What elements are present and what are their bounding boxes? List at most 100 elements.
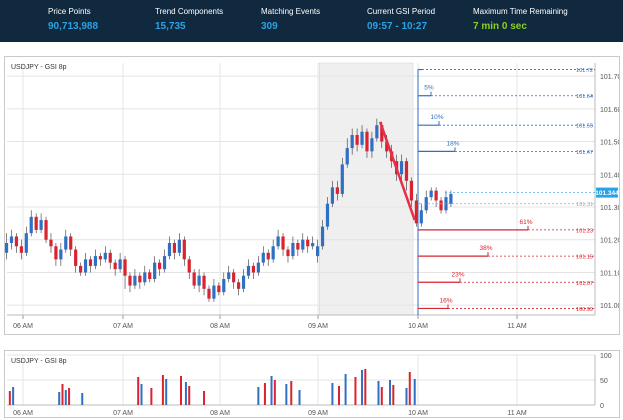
candle-down bbox=[237, 282, 241, 289]
candle-down bbox=[232, 272, 236, 283]
candle-down bbox=[409, 180, 414, 201]
candle-down bbox=[296, 243, 300, 250]
candle-up bbox=[316, 246, 320, 257]
candle-up bbox=[291, 243, 295, 257]
y-tick-label: 0 bbox=[600, 403, 604, 410]
volume-bar bbox=[161, 375, 164, 405]
candle-up bbox=[143, 272, 147, 283]
down-level-price: 101.15 bbox=[576, 255, 593, 261]
candle-up bbox=[276, 236, 280, 247]
stat-value: 309 bbox=[261, 21, 278, 32]
y-tick-label: 101.60 bbox=[600, 107, 619, 114]
stat-label: Matching Events bbox=[261, 7, 321, 16]
candle-down bbox=[108, 252, 112, 263]
candle-down bbox=[404, 161, 409, 181]
candle-down bbox=[217, 285, 221, 293]
volume-bar bbox=[12, 387, 15, 405]
volume-bar bbox=[8, 391, 11, 405]
volume-bar bbox=[285, 384, 288, 405]
stat-label: Trend Components bbox=[155, 7, 224, 16]
candle-up bbox=[5, 243, 9, 253]
candle-down bbox=[34, 216, 38, 230]
candle-up bbox=[39, 220, 43, 230]
candle-up bbox=[256, 262, 260, 273]
candle-up bbox=[222, 279, 226, 293]
x-tick-label: 10 AM bbox=[408, 323, 428, 330]
x-tick-label: 08 AM bbox=[210, 323, 230, 330]
stat-matching-events: Matching Events 309 bbox=[261, 7, 320, 34]
candle-up bbox=[9, 236, 14, 243]
stat-current-gsi-period: Current GSI Period 09:57 - 10:27 bbox=[367, 7, 435, 34]
candle-down bbox=[69, 236, 73, 250]
volume-bar bbox=[165, 379, 168, 405]
volume-bar bbox=[81, 393, 84, 405]
candle-down bbox=[385, 141, 389, 152]
candle-down bbox=[306, 239, 310, 247]
stat-label: Price Points bbox=[48, 7, 91, 16]
gsi-bar-chart[interactable]: 0 50 100 USDJPY - GSI 8p 06 AM 07 AM 08 AM 09 A… bbox=[5, 351, 619, 417]
volume-bar bbox=[331, 383, 334, 405]
current-price-label: 101.344 bbox=[595, 190, 619, 197]
price-chart[interactable]: 101.00 101.10 101.20 101.30 101.40 101.50 101.… bbox=[5, 57, 619, 334]
candle-up bbox=[24, 233, 28, 253]
candle-up bbox=[429, 190, 433, 198]
candle-down bbox=[335, 187, 339, 194]
candle-up bbox=[93, 256, 98, 266]
y-tick-label: 101.70 bbox=[600, 74, 619, 81]
gsi-window-shade bbox=[319, 62, 414, 316]
volume-bar bbox=[354, 377, 357, 405]
price-chart-panel[interactable]: 101.00 101.10 101.20 101.30 101.40 101.50 101.… bbox=[4, 56, 620, 335]
stats-header: Price Points 90,713,988 Trend Components… bbox=[0, 0, 623, 42]
candle-up bbox=[301, 239, 305, 250]
candle-down bbox=[79, 265, 83, 273]
x-tick-label: 11 AM bbox=[507, 410, 526, 417]
volume-bar bbox=[338, 386, 340, 405]
volume-bar bbox=[377, 381, 380, 405]
candle-up bbox=[212, 285, 216, 299]
candle-down bbox=[74, 249, 78, 266]
y-tick-label: 101.50 bbox=[600, 140, 619, 147]
volume-bar bbox=[392, 385, 395, 405]
down-level-price: 101.07 bbox=[576, 281, 593, 287]
candle-down bbox=[281, 236, 285, 250]
candle-up bbox=[261, 252, 265, 263]
candle-down bbox=[113, 262, 117, 270]
candle-down bbox=[202, 275, 206, 289]
volume-bar bbox=[380, 387, 383, 405]
stat-value: 09:57 - 10:27 bbox=[367, 21, 428, 32]
volume-chart-panel[interactable]: 0 50 100 USDJPY - GSI 8p 06 AM 07 AM 08 AM 09 A… bbox=[4, 350, 620, 418]
volume-bar bbox=[137, 377, 140, 405]
candle-down bbox=[365, 131, 369, 152]
candle-down bbox=[98, 256, 102, 260]
volume-bar bbox=[389, 380, 392, 405]
candle-up bbox=[118, 259, 122, 270]
y-tick-label: 50 bbox=[600, 378, 608, 385]
candle-down bbox=[251, 265, 256, 273]
volume-bar bbox=[188, 386, 191, 405]
y-tick-label: 100 bbox=[600, 353, 612, 360]
candle-up bbox=[345, 148, 349, 165]
volume-bar bbox=[257, 387, 260, 405]
candle-down bbox=[286, 249, 290, 257]
candle-up bbox=[449, 193, 453, 204]
candle-down bbox=[187, 259, 191, 273]
up-level-pct: 10% bbox=[430, 114, 443, 121]
up-level-pct: 18% bbox=[446, 140, 459, 147]
volume-bar bbox=[344, 374, 347, 405]
candle-up bbox=[83, 259, 88, 273]
candle-up bbox=[29, 216, 33, 234]
candle-down bbox=[182, 239, 186, 260]
reference-level-price: 101.31 bbox=[576, 202, 593, 208]
x-tick-label: 11 AM bbox=[507, 323, 526, 330]
candle-up bbox=[320, 226, 325, 247]
candle-up bbox=[271, 246, 275, 260]
y-tick-label: 101.40 bbox=[600, 172, 619, 179]
down-level-pct: 16% bbox=[439, 297, 452, 304]
current-price-tag bbox=[596, 187, 618, 198]
volume-bar bbox=[58, 392, 61, 405]
candle-up bbox=[227, 272, 231, 279]
candle-down bbox=[138, 275, 142, 283]
candle-up bbox=[325, 203, 330, 227]
candle-up bbox=[340, 164, 344, 194]
candle-down bbox=[439, 200, 443, 211]
